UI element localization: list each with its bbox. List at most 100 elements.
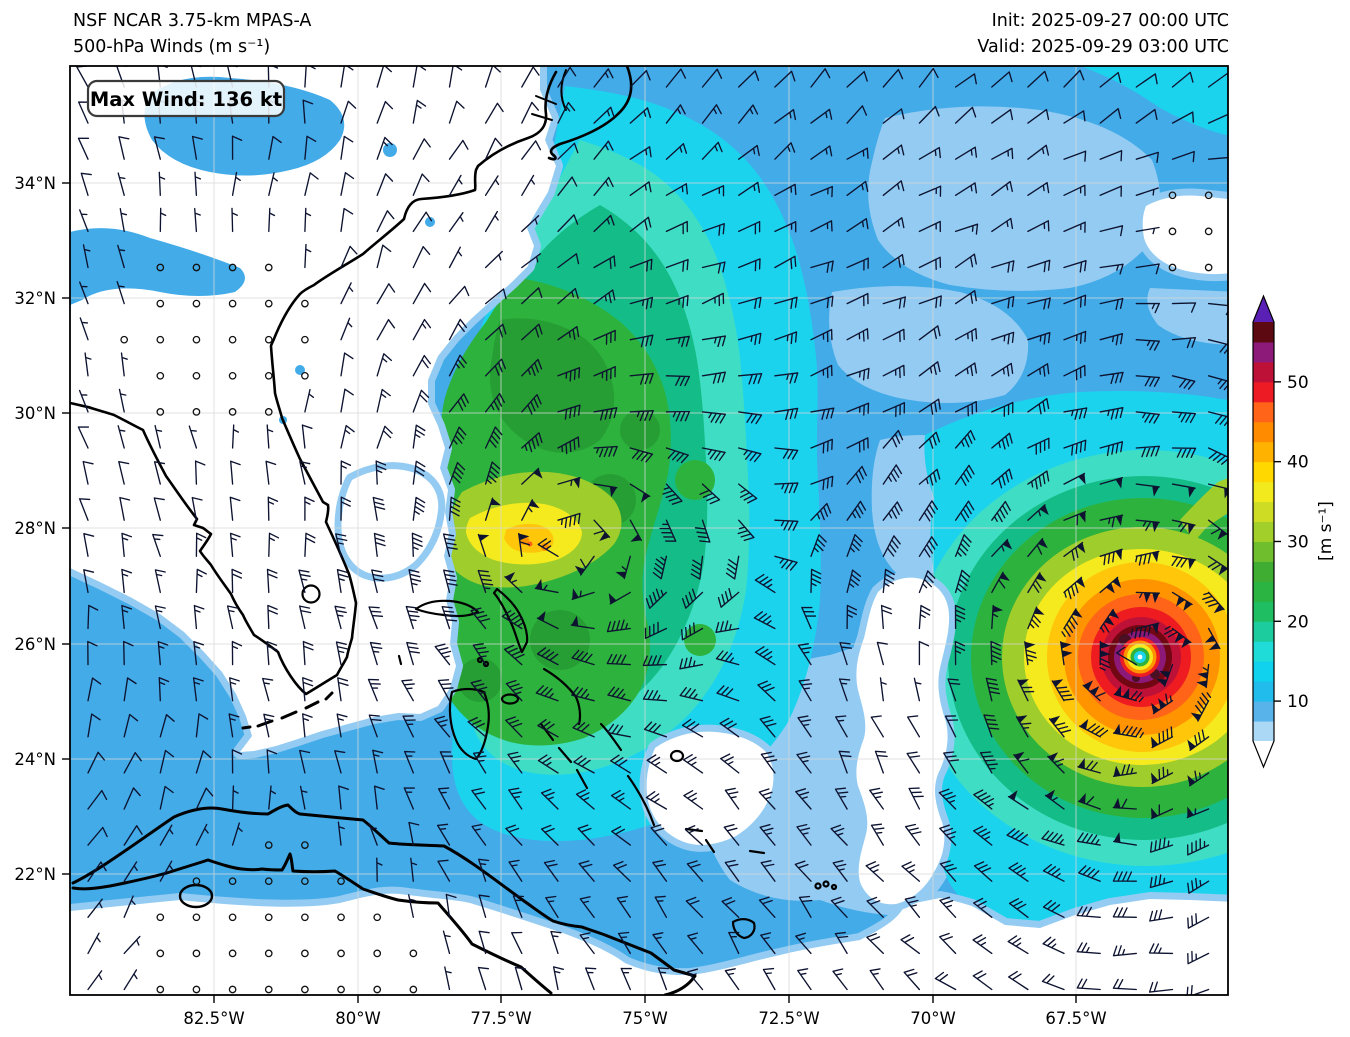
wind-barb bbox=[1148, 981, 1174, 993]
wind-barb bbox=[629, 372, 654, 385]
wind-barb bbox=[1063, 472, 1086, 485]
wind-barb bbox=[954, 182, 978, 196]
wind-barb bbox=[571, 590, 595, 600]
calm-wind-marker bbox=[264, 299, 273, 308]
pamlico-sound-shores bbox=[531, 69, 567, 121]
wind-barb bbox=[484, 461, 501, 485]
wind-barb bbox=[846, 70, 868, 88]
wind-barb bbox=[983, 714, 1000, 738]
wind-barb bbox=[1135, 151, 1159, 163]
wind-barb bbox=[191, 135, 203, 160]
wind-barb bbox=[918, 146, 941, 160]
wind-barb bbox=[1077, 796, 1101, 810]
wind-barb bbox=[368, 606, 384, 630]
wind-barb bbox=[918, 185, 942, 197]
wind-barb bbox=[1063, 69, 1085, 88]
wind-barb bbox=[838, 678, 851, 702]
wind-barb bbox=[991, 147, 1014, 160]
wind-barb bbox=[774, 255, 797, 270]
wind-barb bbox=[830, 896, 848, 918]
wind-barb bbox=[1171, 375, 1196, 390]
wind-barb bbox=[334, 605, 347, 630]
wind-barb bbox=[448, 461, 466, 485]
x-tick-label: 67.5°W bbox=[1045, 1009, 1106, 1028]
calm-wind-marker bbox=[192, 371, 201, 380]
wind-barb bbox=[1024, 641, 1037, 666]
calm-wind-marker bbox=[156, 371, 165, 380]
y-tick-label: 28°N bbox=[14, 519, 56, 538]
wind-barb bbox=[665, 183, 688, 196]
wind-barb bbox=[629, 146, 652, 160]
wind-barb bbox=[410, 857, 418, 882]
wind-barb bbox=[954, 362, 978, 377]
wind-barb bbox=[1148, 943, 1174, 955]
colorbar-segment bbox=[1253, 701, 1274, 722]
colorbar-outline bbox=[1252, 294, 1275, 769]
wind-barb bbox=[1008, 970, 1029, 991]
barb-pennant bbox=[1115, 477, 1123, 489]
grand-bahama bbox=[414, 599, 480, 618]
wind-barb bbox=[918, 105, 940, 124]
wind-barb bbox=[642, 655, 668, 667]
wind-barb bbox=[908, 787, 924, 810]
wind-barb bbox=[121, 604, 133, 630]
wind-barb bbox=[340, 317, 353, 341]
wind-barb bbox=[1135, 263, 1160, 275]
wind-barb bbox=[1027, 108, 1050, 124]
wind-barb bbox=[629, 410, 654, 422]
wind-barb bbox=[1042, 936, 1065, 955]
calm-wind-marker bbox=[373, 913, 382, 922]
wind-barb bbox=[117, 425, 126, 449]
wind-barb bbox=[191, 496, 203, 521]
wind-barb bbox=[738, 258, 761, 272]
wind-barb bbox=[304, 172, 319, 196]
wind-barb bbox=[412, 282, 432, 305]
wind-barb bbox=[1027, 70, 1049, 88]
calm-wind-marker bbox=[301, 913, 309, 922]
wind-barb bbox=[882, 328, 905, 343]
wind-barb bbox=[593, 106, 615, 124]
wind-barb bbox=[1063, 439, 1087, 456]
wind-barb bbox=[593, 407, 618, 421]
wind-barb bbox=[298, 569, 311, 594]
wind-barb bbox=[1171, 111, 1195, 124]
wind-barb bbox=[467, 716, 487, 738]
wind-barb bbox=[557, 142, 579, 160]
calm-wind-marker bbox=[1168, 227, 1177, 236]
wind-barb bbox=[505, 716, 523, 738]
wind-barb bbox=[448, 354, 467, 377]
calm-wind-marker bbox=[228, 913, 237, 922]
wind-barb bbox=[87, 640, 98, 666]
wind-barb bbox=[882, 429, 904, 449]
wind-barb bbox=[1149, 837, 1174, 853]
wind-barb bbox=[1027, 470, 1050, 490]
calm-wind-marker bbox=[373, 949, 382, 958]
wind-barb bbox=[266, 424, 274, 449]
x-tick-label: 72.5°W bbox=[758, 1009, 819, 1028]
wind-barb bbox=[1099, 407, 1124, 420]
wind-barb bbox=[340, 207, 354, 233]
wind-barb bbox=[228, 713, 240, 738]
wind-barb bbox=[665, 104, 686, 124]
calm-wind-marker bbox=[264, 985, 273, 994]
wind-barb bbox=[1171, 591, 1193, 606]
wind-barb bbox=[470, 679, 488, 702]
wind-barb bbox=[810, 364, 833, 379]
wind-barb bbox=[543, 859, 559, 882]
wind-barb bbox=[717, 588, 740, 608]
wind-barb bbox=[484, 250, 503, 269]
wind-barb bbox=[1027, 537, 1044, 557]
wind-barb bbox=[484, 426, 503, 449]
wind-barb bbox=[846, 257, 869, 271]
calm-wind-marker bbox=[301, 371, 309, 380]
wind-barb bbox=[939, 896, 957, 918]
barb-pennant bbox=[1159, 670, 1170, 679]
wind-barb bbox=[376, 244, 392, 269]
hurricane-eye-dot bbox=[1137, 654, 1143, 660]
wind-barb bbox=[1076, 832, 1101, 846]
wind-barb bbox=[434, 715, 451, 738]
wind-barb bbox=[1063, 294, 1087, 308]
wind-barb bbox=[1063, 407, 1088, 420]
wind-barb bbox=[442, 930, 451, 955]
wind-barb bbox=[1135, 108, 1158, 124]
